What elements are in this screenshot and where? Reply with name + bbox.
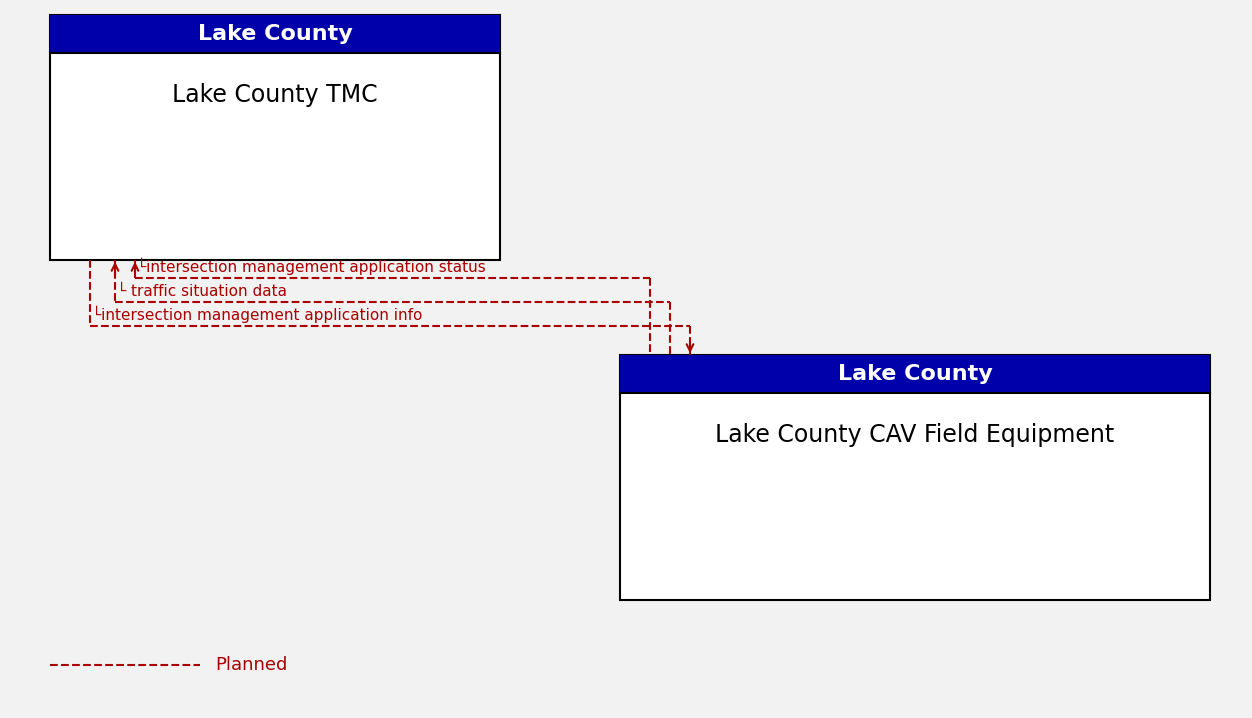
- Text: └ traffic situation data: └ traffic situation data: [116, 284, 287, 299]
- Text: Lake County CAV Field Equipment: Lake County CAV Field Equipment: [715, 423, 1114, 447]
- Text: Lake County TMC: Lake County TMC: [173, 83, 378, 107]
- Text: Planned: Planned: [215, 656, 288, 674]
- Text: Lake County: Lake County: [198, 24, 352, 44]
- Bar: [50, 15, 500, 260]
- Bar: [620, 355, 1209, 393]
- Text: └intersection management application info: └intersection management application inf…: [91, 306, 422, 323]
- Text: Lake County: Lake County: [838, 364, 993, 384]
- Bar: [620, 355, 1209, 600]
- Bar: [50, 15, 500, 53]
- Text: └intersection management application status: └intersection management application sta…: [136, 258, 486, 275]
